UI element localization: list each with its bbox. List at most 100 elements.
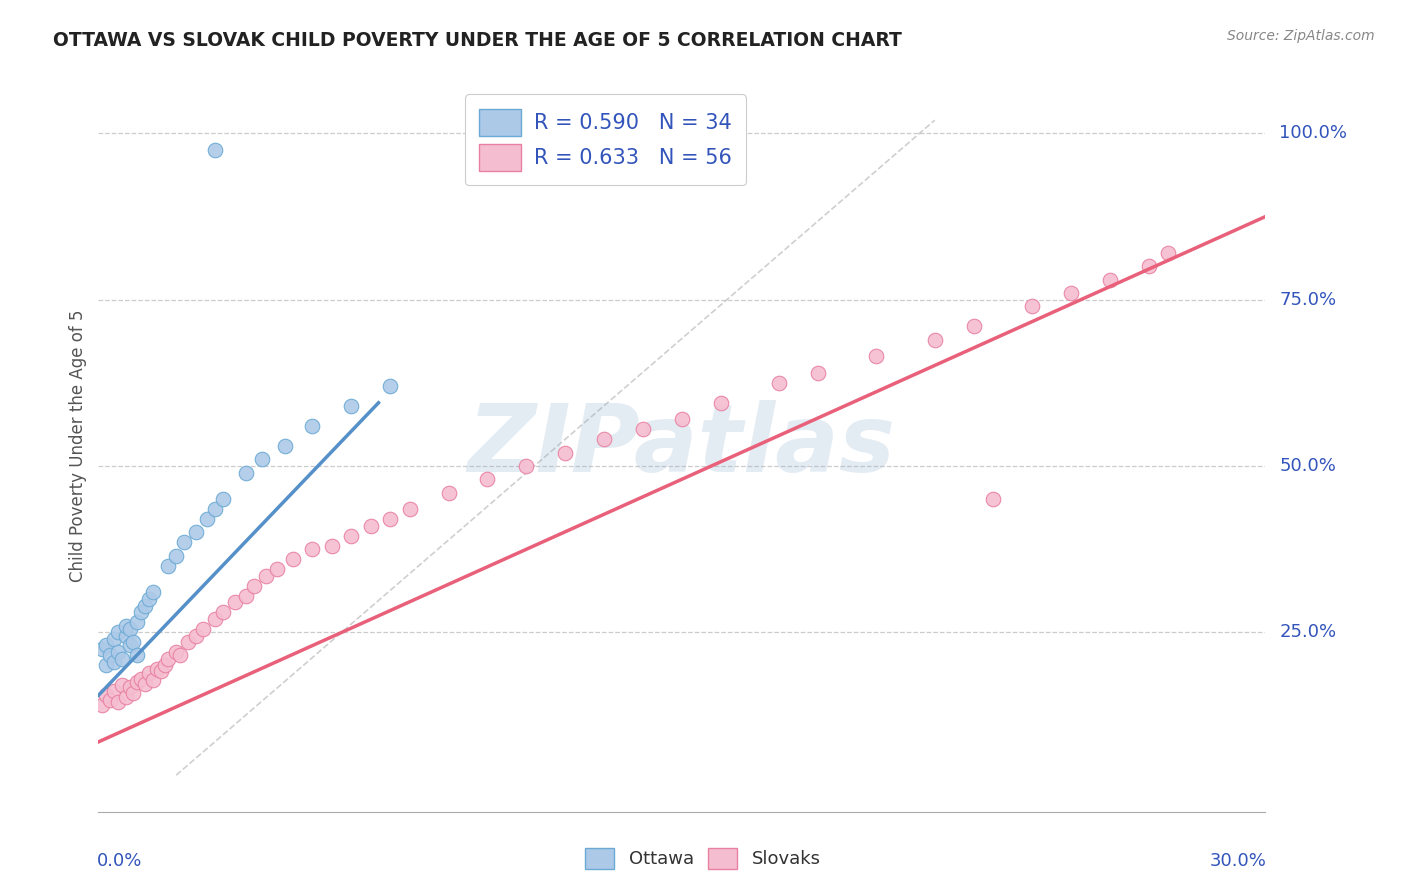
Point bbox=[321, 539, 343, 553]
Point bbox=[165, 549, 187, 563]
Point bbox=[114, 628, 136, 642]
Point bbox=[593, 433, 616, 447]
Point bbox=[103, 655, 125, 669]
Point bbox=[981, 492, 1004, 507]
Point bbox=[212, 492, 235, 507]
Point bbox=[184, 525, 207, 540]
Point bbox=[129, 605, 152, 619]
Point bbox=[274, 439, 297, 453]
Point bbox=[142, 585, 165, 599]
Point bbox=[865, 349, 887, 363]
Point bbox=[235, 466, 257, 480]
Text: 25.0%: 25.0% bbox=[1279, 624, 1337, 641]
Point bbox=[127, 648, 149, 663]
Point bbox=[631, 422, 654, 436]
Point bbox=[515, 458, 537, 473]
Y-axis label: Child Poverty Under the Age of 5: Child Poverty Under the Age of 5 bbox=[69, 310, 87, 582]
Point bbox=[380, 512, 402, 526]
Text: ZIPatlas: ZIPatlas bbox=[468, 400, 896, 492]
Point bbox=[301, 419, 323, 434]
Point bbox=[193, 622, 215, 636]
Point bbox=[134, 599, 156, 613]
Point bbox=[301, 542, 323, 557]
Point bbox=[360, 518, 382, 533]
Text: 30.0%: 30.0% bbox=[1209, 852, 1267, 870]
Text: 50.0%: 50.0% bbox=[1279, 457, 1336, 475]
Point bbox=[243, 579, 266, 593]
Point bbox=[169, 648, 191, 663]
Point bbox=[250, 452, 273, 467]
Point bbox=[142, 673, 165, 687]
Point bbox=[98, 693, 121, 707]
Point bbox=[224, 595, 246, 609]
Point bbox=[153, 658, 176, 673]
Point bbox=[177, 635, 200, 649]
Point bbox=[204, 612, 226, 626]
Point bbox=[96, 658, 118, 673]
Point bbox=[98, 648, 121, 663]
Text: 75.0%: 75.0% bbox=[1279, 291, 1337, 309]
Text: Source: ZipAtlas.com: Source: ZipAtlas.com bbox=[1227, 29, 1375, 43]
Point bbox=[924, 333, 946, 347]
Point bbox=[127, 675, 149, 690]
Point bbox=[281, 552, 304, 566]
Point bbox=[212, 605, 235, 619]
Point bbox=[96, 689, 118, 703]
Point bbox=[103, 683, 125, 698]
Point bbox=[340, 529, 363, 543]
Point bbox=[671, 412, 693, 426]
Point bbox=[118, 622, 141, 636]
Point bbox=[91, 698, 114, 713]
Point bbox=[122, 635, 145, 649]
Point bbox=[398, 502, 420, 516]
Text: OTTAWA VS SLOVAK CHILD POVERTY UNDER THE AGE OF 5 CORRELATION CHART: OTTAWA VS SLOVAK CHILD POVERTY UNDER THE… bbox=[53, 31, 903, 50]
Point bbox=[1137, 260, 1160, 274]
Legend: R = 0.590   N = 34, R = 0.633   N = 56: R = 0.590 N = 34, R = 0.633 N = 56 bbox=[465, 95, 747, 186]
Point bbox=[807, 366, 830, 380]
Point bbox=[96, 639, 118, 653]
Point bbox=[157, 652, 180, 666]
Point bbox=[768, 376, 790, 390]
Point bbox=[107, 645, 129, 659]
Point bbox=[118, 680, 141, 694]
Point bbox=[149, 664, 172, 678]
Point bbox=[122, 686, 145, 700]
Point bbox=[477, 472, 499, 486]
Point bbox=[127, 615, 149, 630]
Point bbox=[204, 502, 226, 516]
Point bbox=[195, 512, 218, 526]
Point bbox=[107, 625, 129, 640]
Point bbox=[1060, 286, 1083, 301]
Point bbox=[266, 562, 288, 576]
Point bbox=[138, 666, 160, 681]
Point bbox=[134, 677, 156, 691]
Point bbox=[173, 535, 195, 549]
Point bbox=[235, 589, 257, 603]
Legend: Ottawa, Slovaks: Ottawa, Slovaks bbox=[578, 840, 828, 876]
Point bbox=[184, 628, 207, 642]
Point bbox=[165, 645, 187, 659]
Point bbox=[254, 568, 277, 582]
Text: 100.0%: 100.0% bbox=[1279, 125, 1347, 143]
Point bbox=[114, 618, 136, 632]
Point bbox=[129, 672, 152, 686]
Point bbox=[1157, 246, 1180, 260]
Point bbox=[437, 485, 460, 500]
Point bbox=[380, 379, 402, 393]
Point bbox=[111, 652, 134, 666]
Point bbox=[1098, 273, 1121, 287]
Point bbox=[111, 678, 134, 692]
Point bbox=[146, 662, 169, 676]
Point bbox=[103, 632, 125, 646]
Point bbox=[340, 399, 363, 413]
Point bbox=[204, 143, 226, 157]
Point bbox=[1021, 299, 1043, 313]
Point bbox=[91, 641, 114, 656]
Point bbox=[157, 558, 180, 573]
Point bbox=[554, 445, 576, 459]
Point bbox=[710, 396, 733, 410]
Point bbox=[962, 319, 984, 334]
Point bbox=[114, 690, 136, 704]
Point bbox=[118, 639, 141, 653]
Text: 0.0%: 0.0% bbox=[97, 852, 142, 870]
